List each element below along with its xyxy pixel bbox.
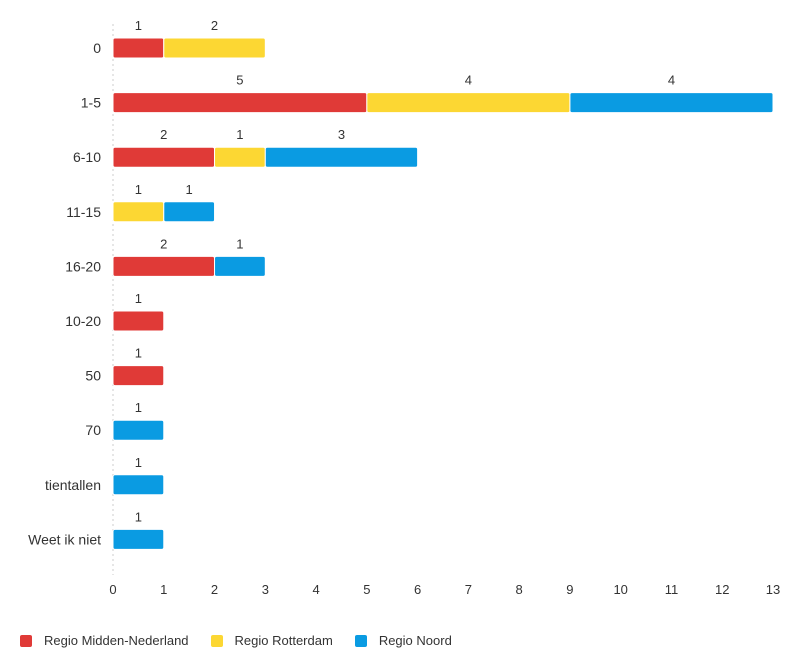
x-tick-label: 4 (312, 582, 319, 597)
bar-segment (112, 37, 165, 59)
data-label: 1 (135, 291, 142, 306)
data-label: 3 (338, 127, 345, 142)
x-tick-label: 7 (465, 582, 472, 597)
x-tick-label: 1 (160, 582, 167, 597)
bar-segment (214, 146, 266, 168)
y-category-label: 0 (93, 40, 101, 56)
bar-segment (112, 528, 165, 550)
data-label: 1 (135, 509, 142, 524)
y-category-label: 70 (85, 422, 101, 438)
data-label: 2 (211, 18, 218, 33)
x-tick-label: 3 (262, 582, 269, 597)
y-category-label: 1-5 (81, 95, 101, 111)
legend-item-midden-nederland[interactable]: Regio Midden-Nederland (20, 633, 189, 648)
data-label: 1 (135, 400, 142, 415)
x-tick-label: 2 (211, 582, 218, 597)
x-tick-label: 9 (566, 582, 573, 597)
x-tick-label: 11 (665, 582, 679, 597)
x-tick-label: 5 (363, 582, 370, 597)
bar-segment (112, 92, 368, 114)
data-label: 1 (135, 18, 142, 33)
bar-segment (112, 419, 165, 441)
data-label: 1 (236, 236, 243, 251)
x-tick-label: 8 (516, 582, 523, 597)
data-label: 5 (236, 73, 243, 88)
bar-segment (214, 255, 266, 277)
bar-segment (112, 474, 165, 496)
y-category-label: 10-20 (65, 313, 101, 329)
data-label: 1 (236, 127, 243, 142)
legend-label-rotterdam: Regio Rotterdam (234, 633, 333, 648)
legend-label-noord: Regio Noord (378, 633, 452, 648)
x-tick-label: 0 (109, 582, 116, 597)
legend-swatch-rotterdam (210, 634, 223, 647)
y-category-label: 16-20 (65, 258, 101, 274)
bar-segment (366, 92, 571, 114)
data-label: 1 (135, 182, 142, 197)
x-tick-label: 10 (613, 582, 627, 597)
y-category-label: 11-15 (66, 204, 101, 220)
y-category-label: Weet ik niet (28, 531, 101, 547)
legend-swatch-midden-nederland (20, 634, 32, 647)
legend: Regio Midden-Nederland Regio Rotterdam R… (20, 633, 474, 648)
y-category-label: tientallen (45, 477, 101, 493)
legend-label-midden-nederland: Regio Midden-Nederland (44, 633, 189, 648)
bar-segment (112, 201, 165, 223)
data-label: 4 (668, 73, 675, 88)
y-category-label: 50 (85, 368, 101, 384)
bar-segment (112, 255, 216, 277)
data-label: 1 (135, 346, 142, 361)
legend-item-rotterdam[interactable]: Regio Rotterdam (210, 633, 333, 648)
legend-item-noord[interactable]: Regio Noord (354, 633, 452, 648)
bar-segment (264, 146, 419, 168)
bar-segment (569, 92, 774, 114)
data-label: 1 (186, 182, 193, 197)
y-category-label: 6-10 (73, 149, 101, 165)
data-label: 2 (160, 127, 167, 142)
bar-segment (163, 201, 216, 223)
bar-segment (112, 146, 216, 168)
data-label: 4 (465, 73, 472, 88)
legend-swatch-noord (354, 634, 367, 647)
bar-segment (112, 365, 165, 387)
x-tick-label: 13 (766, 582, 780, 597)
x-tick-label: 12 (715, 582, 729, 597)
data-label: 2 (160, 236, 167, 251)
bar-segment (112, 310, 165, 332)
x-tick-label: 6 (414, 582, 421, 597)
bar-segment (163, 37, 266, 59)
data-label: 1 (135, 455, 142, 470)
